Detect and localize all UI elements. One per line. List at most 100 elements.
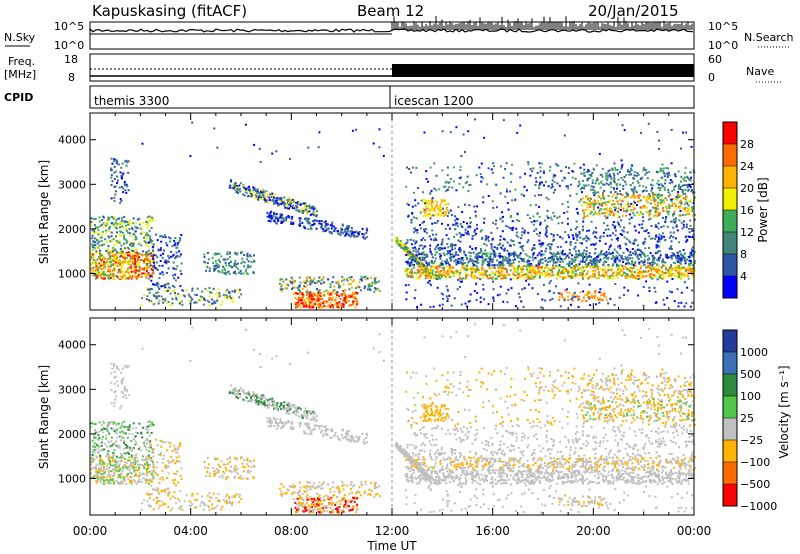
- cell: [517, 236, 520, 239]
- cell: [228, 255, 231, 258]
- cell: [97, 274, 100, 277]
- cell: [231, 186, 234, 189]
- cell: [514, 188, 517, 191]
- cell: [611, 223, 614, 226]
- cell: [188, 299, 191, 302]
- cell: [423, 198, 425, 201]
- cell: [125, 183, 128, 186]
- cell: [153, 261, 155, 264]
- cell: [685, 240, 688, 243]
- cell: [245, 190, 248, 193]
- cell: [676, 259, 679, 262]
- cell: [246, 266, 249, 269]
- cell: [496, 264, 499, 267]
- cell: [638, 262, 641, 265]
- cell: [148, 245, 151, 248]
- cell: [691, 249, 694, 252]
- cell: [523, 185, 526, 188]
- cell: [471, 237, 474, 240]
- cell: [581, 242, 583, 245]
- cell: [568, 256, 570, 259]
- cell: [620, 219, 623, 222]
- cell: [289, 203, 292, 206]
- cell: [678, 219, 681, 222]
- cell: [625, 214, 628, 217]
- cell: [266, 211, 269, 214]
- cell: [529, 270, 532, 273]
- cell: [417, 261, 420, 264]
- cell: [216, 266, 219, 269]
- cell: [528, 263, 530, 266]
- cell: [155, 291, 158, 294]
- cell: [116, 231, 118, 234]
- cell: [502, 265, 505, 268]
- cell: [123, 261, 126, 264]
- cell: [655, 235, 657, 238]
- cell: [566, 210, 569, 213]
- cell: [115, 275, 118, 277]
- cell: [632, 275, 635, 277]
- cell: [270, 214, 272, 217]
- cell: [515, 231, 518, 234]
- cell: [331, 291, 334, 294]
- cell: [433, 265, 436, 268]
- cell: [428, 202, 431, 205]
- cell: [538, 215, 541, 218]
- cell: [551, 256, 554, 259]
- cell: [455, 263, 458, 266]
- cell: [239, 182, 242, 185]
- cell: [538, 265, 541, 268]
- cell: [651, 261, 653, 264]
- cell: [672, 213, 675, 216]
- cell: [297, 209, 299, 212]
- cell: [321, 282, 324, 285]
- cell: [592, 273, 594, 275]
- cell: [424, 211, 427, 214]
- cell: [540, 273, 543, 276]
- cell: [415, 254, 418, 257]
- cell: [600, 181, 603, 184]
- cell: [424, 260, 427, 263]
- cell: [264, 192, 267, 195]
- cell: [98, 244, 101, 247]
- cell: [669, 179, 672, 181]
- cell: [539, 231, 542, 234]
- cell: [629, 275, 632, 278]
- cell: [681, 213, 684, 216]
- cell: [578, 232, 581, 235]
- cell: [519, 276, 522, 278]
- cell: [512, 226, 515, 229]
- cell: [107, 264, 110, 267]
- cell: [579, 188, 582, 191]
- cell: [494, 183, 497, 186]
- cell: [310, 279, 313, 282]
- cell: [517, 264, 520, 267]
- cell: [547, 216, 550, 219]
- cell: [564, 267, 567, 270]
- cell: [268, 216, 271, 219]
- cell: [454, 244, 457, 247]
- cell: [235, 253, 238, 256]
- cell: [619, 193, 622, 196]
- cell: [334, 228, 337, 230]
- cell: [128, 247, 131, 250]
- cell: [278, 282, 281, 285]
- cell: [434, 276, 437, 279]
- cell: [280, 203, 283, 206]
- cell: [355, 300, 358, 303]
- cell: [146, 255, 149, 258]
- cell: [550, 186, 553, 189]
- cell: [558, 215, 561, 218]
- cell: [664, 220, 667, 223]
- cell: [462, 264, 465, 267]
- cell: [459, 262, 462, 265]
- cell: [111, 231, 114, 234]
- cell: [645, 275, 648, 277]
- cell: [671, 198, 674, 201]
- cell: [672, 218, 675, 221]
- cell: [545, 227, 548, 230]
- cell: [688, 259, 691, 262]
- cell: [336, 230, 339, 233]
- cell: [578, 263, 581, 266]
- cell: [439, 262, 442, 265]
